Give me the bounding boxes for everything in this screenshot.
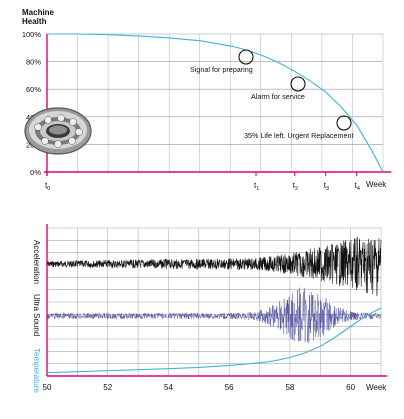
bottom-x-tick-label: 58 xyxy=(285,383,294,392)
ultrasound-series xyxy=(46,287,382,344)
series-label-acceleration: Acceleration xyxy=(32,240,41,284)
bottom-x-tick-label: 56 xyxy=(225,383,234,392)
top-x-ticks: t0 t1 t2 t3 t4 xyxy=(45,172,360,192)
health-curve xyxy=(47,33,384,173)
y-axis-label-line2: Health xyxy=(22,17,47,26)
y-tick-label: 80% xyxy=(26,58,41,67)
y-tick-label: 0% xyxy=(30,168,41,177)
annotation-label: Signal for preparing xyxy=(190,65,253,74)
bottom-x-tick-label: 52 xyxy=(103,383,112,392)
y-tick-label: 100% xyxy=(22,30,42,39)
x-tick-label: t1 xyxy=(254,181,259,192)
annotation-label: 35% Life left. Urgent Replacement xyxy=(244,131,353,140)
acceleration-series xyxy=(46,236,382,297)
x-tick-label: t4 xyxy=(355,181,360,192)
y-tick-label: 60% xyxy=(26,85,41,94)
top-y-ticks: 100%80%60%40%20%0% xyxy=(22,30,42,177)
series-label-ultrasound: Ultra Sound xyxy=(32,294,41,336)
annotation-marker xyxy=(290,76,306,92)
temperature-series xyxy=(46,307,382,374)
series-label-temperature: Temperature xyxy=(32,348,41,393)
sensor-signals-chart: 50 52 54 56 58 60 Week Acceleration Ultra Sou… xyxy=(32,224,387,393)
bottom-axes xyxy=(46,224,387,377)
x-tick-label: t0 xyxy=(45,181,50,192)
x-tick-label: t3 xyxy=(324,181,329,192)
bottom-x-tick-label: 54 xyxy=(164,383,173,392)
bottom-x-axis-label: Week xyxy=(366,383,387,392)
health-curve-layer xyxy=(47,33,384,173)
top-grid xyxy=(47,33,384,173)
bearing-image xyxy=(24,107,92,155)
bottom-x-tick-label: 50 xyxy=(43,383,52,392)
bottom-x-ticks: 50 52 54 56 58 60 xyxy=(43,383,356,392)
x-axis-label: Week xyxy=(366,180,387,189)
bottom-grid xyxy=(47,227,382,377)
annotation-marker xyxy=(238,49,254,65)
annotation-layer: Signal for preparing Alarm for service 35%… xyxy=(190,49,353,140)
annotation-marker xyxy=(336,115,352,131)
bottom-x-tick-label: 60 xyxy=(346,383,355,392)
sensor-series-layer xyxy=(46,236,382,374)
annotation-label: Alarm for service xyxy=(251,92,305,101)
y-axis-label-line1: Machine xyxy=(22,8,55,17)
x-tick-label: t2 xyxy=(293,181,298,192)
